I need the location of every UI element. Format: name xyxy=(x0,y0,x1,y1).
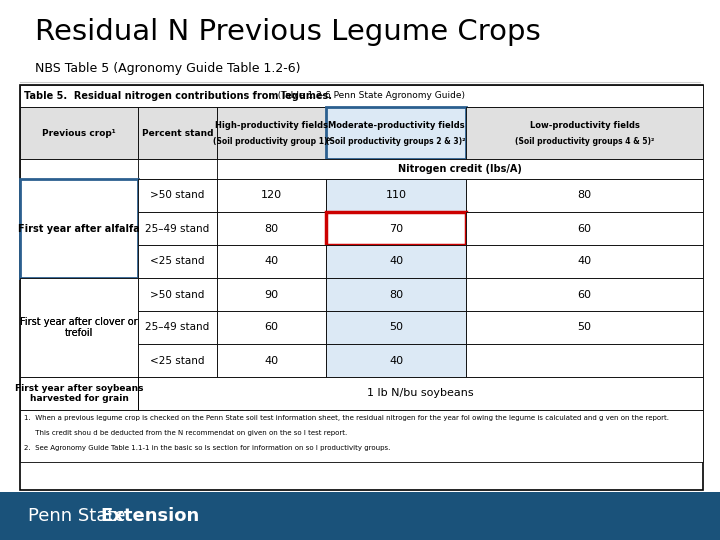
Bar xyxy=(326,311,466,344)
Bar xyxy=(466,212,703,245)
Text: 2.  See Agronomy Guide Table 1.1-1 in the basic so ls section for information on: 2. See Agronomy Guide Table 1.1-1 in the… xyxy=(24,445,390,451)
Text: 40: 40 xyxy=(577,256,592,267)
Bar xyxy=(326,344,466,377)
Text: First year after alfalfa: First year after alfalfa xyxy=(18,224,140,233)
Text: Nitrogen credit (lbs/A): Nitrogen credit (lbs/A) xyxy=(398,164,522,174)
Text: This credit shou d be deducted from the N recommendat on given on the so l test : This credit shou d be deducted from the … xyxy=(24,430,347,436)
Text: NBS Table 5 (Agronomy Guide Table 1.2-6): NBS Table 5 (Agronomy Guide Table 1.2-6) xyxy=(35,62,300,75)
Bar xyxy=(217,107,326,159)
Bar xyxy=(217,344,326,377)
Bar xyxy=(138,311,217,344)
Text: High-productivity fields: High-productivity fields xyxy=(215,120,328,130)
Text: 60: 60 xyxy=(577,224,592,233)
Text: <25 stand: <25 stand xyxy=(150,355,204,366)
Text: Residual N Previous Legume Crops: Residual N Previous Legume Crops xyxy=(35,18,541,46)
Text: (Soil productivity group 1)²: (Soil productivity group 1)² xyxy=(212,137,330,145)
Bar xyxy=(217,179,326,212)
Text: (Table 1.2-6 Penn State Agronomy Guide): (Table 1.2-6 Penn State Agronomy Guide) xyxy=(272,91,465,100)
Text: Low-productivity fields: Low-productivity fields xyxy=(530,120,639,130)
Text: 1.  When a previous legume crop is checked on the Penn State soil test informati: 1. When a previous legume crop is checke… xyxy=(24,415,669,421)
Text: 1 lb N/bu soybeans: 1 lb N/bu soybeans xyxy=(367,388,474,399)
Text: Table 5.  Residual nitrogen contributions from legumes.: Table 5. Residual nitrogen contributions… xyxy=(24,91,332,101)
Text: >50 stand: >50 stand xyxy=(150,289,204,300)
Text: 120: 120 xyxy=(261,191,282,200)
Bar xyxy=(326,278,466,311)
Text: 50: 50 xyxy=(577,322,592,333)
Text: 80: 80 xyxy=(577,191,592,200)
Bar xyxy=(466,107,703,159)
Bar xyxy=(326,245,466,278)
Text: 60: 60 xyxy=(577,289,592,300)
Bar xyxy=(466,179,703,212)
Bar xyxy=(217,245,326,278)
Text: Moderate-productivity fields: Moderate-productivity fields xyxy=(328,120,464,130)
Bar xyxy=(0,492,720,540)
Bar xyxy=(217,212,326,245)
Bar xyxy=(138,212,217,245)
Text: 80: 80 xyxy=(389,289,403,300)
Text: 70: 70 xyxy=(389,224,403,233)
Bar xyxy=(138,344,217,377)
Bar xyxy=(326,212,466,245)
Text: First year after clover or
trefoil: First year after clover or trefoil xyxy=(20,316,138,338)
Text: First year after soybeans
harvested for grain: First year after soybeans harvested for … xyxy=(14,384,143,403)
Text: 25–49 stand: 25–49 stand xyxy=(145,322,210,333)
Bar xyxy=(20,278,138,377)
Text: Previous crop¹: Previous crop¹ xyxy=(42,129,116,138)
Bar xyxy=(20,410,703,462)
Text: 60: 60 xyxy=(264,322,279,333)
Text: (Soil productivity groups 2 & 3)²: (Soil productivity groups 2 & 3)² xyxy=(326,137,466,145)
Text: First year after clover or
trefoil: First year after clover or trefoil xyxy=(20,316,138,338)
Text: Penn State: Penn State xyxy=(28,507,131,525)
Bar xyxy=(326,179,466,212)
Bar xyxy=(138,278,217,311)
Bar xyxy=(326,107,466,159)
Bar xyxy=(20,85,703,107)
Bar xyxy=(20,159,703,179)
Text: <25 stand: <25 stand xyxy=(150,256,204,267)
Text: Percent stand: Percent stand xyxy=(142,129,213,138)
Text: Extension: Extension xyxy=(100,507,199,525)
Text: 40: 40 xyxy=(389,355,403,366)
Bar xyxy=(20,107,138,159)
Text: 110: 110 xyxy=(385,191,407,200)
Bar xyxy=(20,85,703,490)
Bar xyxy=(466,278,703,311)
Text: (Soil productivity groups 4 & 5)²: (Soil productivity groups 4 & 5)² xyxy=(515,137,654,145)
Text: 25–49 stand: 25–49 stand xyxy=(145,224,210,233)
Bar xyxy=(138,159,217,179)
Bar xyxy=(138,179,217,212)
Bar xyxy=(217,311,326,344)
Text: 40: 40 xyxy=(389,256,403,267)
Bar xyxy=(466,311,703,344)
Bar xyxy=(466,344,703,377)
Text: 40: 40 xyxy=(264,355,279,366)
Bar xyxy=(20,179,138,278)
Bar xyxy=(466,245,703,278)
Text: 90: 90 xyxy=(264,289,279,300)
Bar xyxy=(138,107,217,159)
Bar xyxy=(20,377,138,410)
Text: 80: 80 xyxy=(264,224,279,233)
Bar xyxy=(217,278,326,311)
Bar xyxy=(138,245,217,278)
Text: 40: 40 xyxy=(264,256,279,267)
Text: 50: 50 xyxy=(389,322,403,333)
Bar xyxy=(20,377,703,410)
Text: >50 stand: >50 stand xyxy=(150,191,204,200)
